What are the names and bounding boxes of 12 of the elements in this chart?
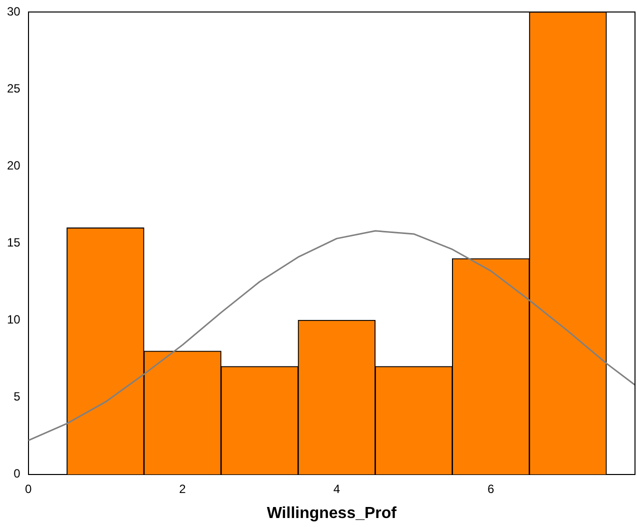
x-axis-title: Willingness_Prof [266,504,398,522]
x-tick-label: 2 [179,482,186,496]
y-tick-label: 15 [6,236,21,250]
y-tick-label: 25 [6,81,21,96]
y-tick-label: 30 [6,4,21,18]
y-tick-label: 0 [14,466,21,481]
x-tick-label: 0 [25,482,32,496]
y-tick-label: 10 [6,312,21,327]
x-tick-label: 6 [488,482,495,496]
x-tick-label: 4 [333,482,340,496]
y-tick-label: 5 [14,390,21,404]
y-tick-label: 20 [6,158,21,172]
